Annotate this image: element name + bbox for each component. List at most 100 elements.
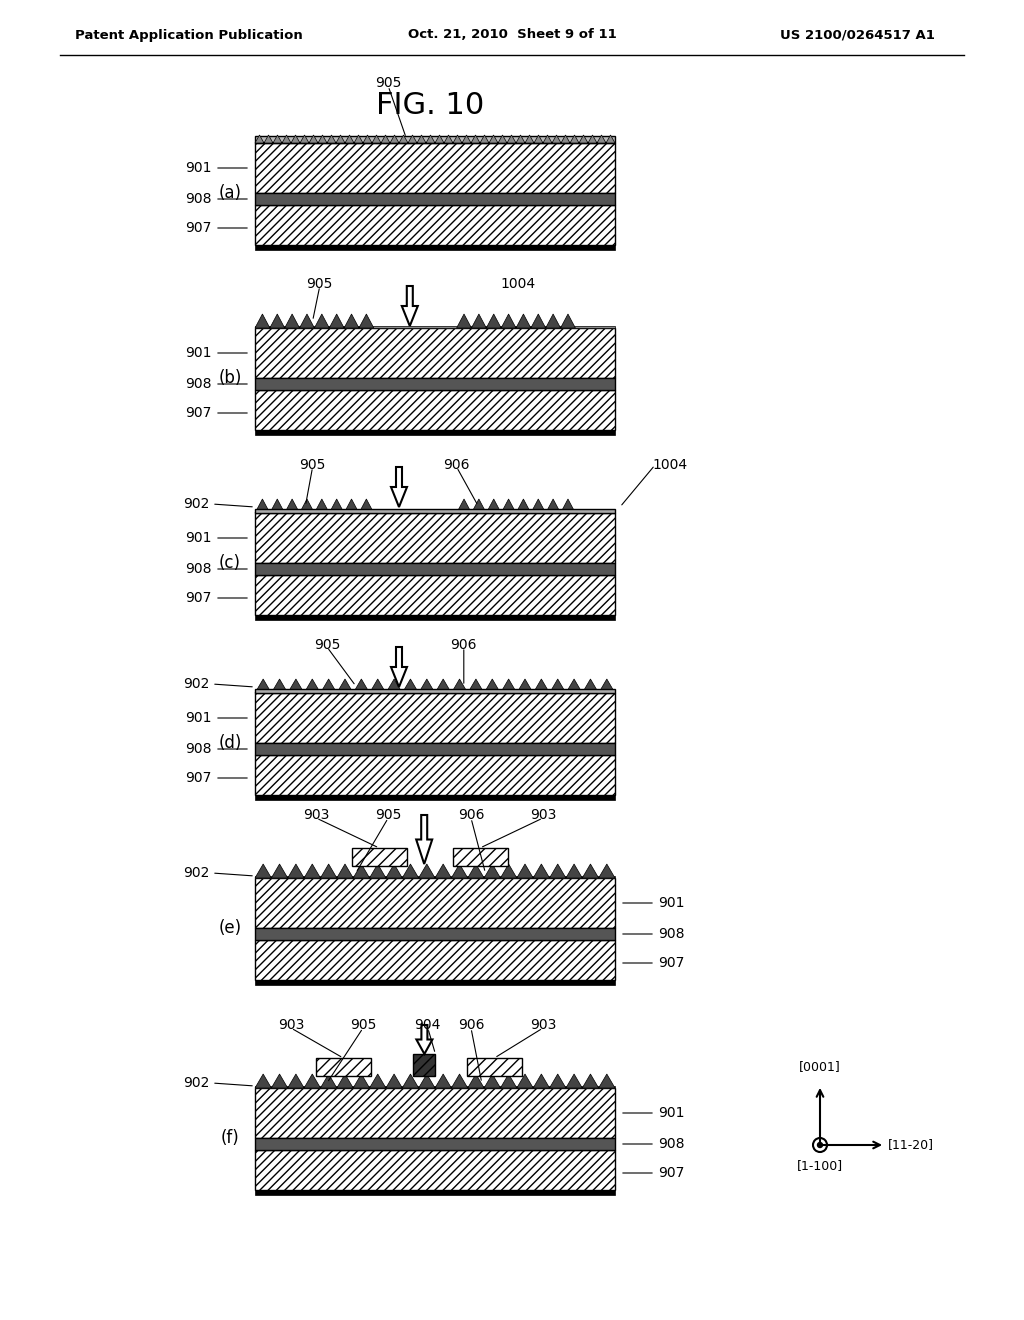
Text: 902: 902 (183, 1076, 210, 1090)
Bar (255, 979, 615, 985)
Polygon shape (391, 467, 407, 507)
Text: 903: 903 (529, 808, 556, 822)
Bar (255, 693, 615, 743)
Text: 906: 906 (451, 638, 477, 652)
Polygon shape (457, 499, 575, 513)
Polygon shape (401, 286, 418, 326)
Bar (255, 389, 615, 430)
Bar (255, 1150, 615, 1191)
Text: (d): (d) (218, 734, 242, 752)
Text: 901: 901 (185, 711, 212, 725)
Text: 902: 902 (183, 498, 210, 511)
Bar (255, 205, 615, 246)
Polygon shape (417, 1026, 432, 1053)
Bar (414, 1053, 435, 1076)
Text: 908: 908 (658, 927, 684, 941)
Text: 1004: 1004 (652, 458, 687, 473)
Text: 907: 907 (658, 956, 684, 970)
Text: 901: 901 (185, 346, 212, 360)
Bar (316, 1059, 371, 1076)
Bar (255, 378, 615, 389)
Text: 908: 908 (185, 191, 212, 206)
Bar (255, 1086, 615, 1088)
Text: 907: 907 (185, 220, 212, 235)
Polygon shape (255, 865, 615, 878)
Text: Oct. 21, 2010  Sheet 9 of 11: Oct. 21, 2010 Sheet 9 of 11 (408, 29, 616, 41)
Text: (e): (e) (218, 919, 242, 937)
Bar (467, 1059, 522, 1076)
Text: 904: 904 (415, 1018, 441, 1032)
Text: 905: 905 (375, 808, 401, 822)
Text: [1-100]: [1-100] (797, 1159, 843, 1172)
Bar (255, 689, 615, 693)
Bar (255, 743, 615, 755)
Text: (b): (b) (218, 370, 242, 387)
Text: [11-20]: [11-20] (888, 1138, 934, 1151)
Text: 1004: 1004 (501, 277, 536, 290)
Text: [0001]: [0001] (799, 1060, 841, 1073)
Polygon shape (255, 678, 615, 693)
Text: (c): (c) (219, 554, 241, 572)
Polygon shape (457, 314, 575, 327)
Text: 905: 905 (306, 277, 333, 290)
Bar (255, 1191, 615, 1195)
Text: 906: 906 (458, 1018, 484, 1032)
Bar (255, 246, 615, 249)
Text: 908: 908 (185, 378, 212, 391)
Text: Patent Application Publication: Patent Application Publication (75, 29, 303, 41)
Bar (255, 615, 615, 620)
Text: 907: 907 (185, 771, 212, 785)
Polygon shape (391, 647, 407, 686)
Bar (255, 510, 615, 513)
Text: 901: 901 (185, 161, 212, 176)
Bar (255, 193, 615, 205)
Bar (255, 876, 615, 878)
Bar (255, 430, 615, 436)
Text: 901: 901 (185, 531, 212, 545)
Bar (255, 327, 615, 378)
Text: (a): (a) (218, 183, 242, 202)
Bar (453, 847, 508, 866)
Text: 908: 908 (185, 742, 212, 756)
Text: 902: 902 (183, 866, 210, 880)
Text: 908: 908 (185, 562, 212, 576)
Text: 905: 905 (313, 638, 340, 652)
Polygon shape (416, 814, 432, 865)
Text: 905: 905 (350, 1018, 376, 1032)
Bar (352, 847, 408, 866)
Text: 907: 907 (185, 591, 212, 605)
Bar (255, 576, 615, 615)
Text: 903: 903 (303, 808, 330, 822)
Text: US 2100/0264517 A1: US 2100/0264517 A1 (780, 29, 935, 41)
Text: FIG. 10: FIG. 10 (376, 91, 484, 120)
Circle shape (817, 1143, 822, 1147)
Text: 902: 902 (183, 677, 210, 690)
Bar (255, 928, 615, 940)
Text: 901: 901 (658, 896, 684, 909)
Bar (255, 326, 615, 327)
Text: 907: 907 (185, 407, 212, 420)
Bar (255, 755, 615, 795)
Bar (255, 878, 615, 928)
Bar (255, 143, 615, 193)
Polygon shape (255, 314, 374, 327)
Text: 906: 906 (443, 458, 470, 473)
Text: 905: 905 (299, 458, 326, 473)
Text: 903: 903 (278, 1018, 304, 1032)
Bar (255, 795, 615, 800)
Bar (255, 940, 615, 979)
Text: 901: 901 (658, 1106, 684, 1119)
Text: 908: 908 (658, 1137, 684, 1151)
Text: 905: 905 (375, 77, 401, 90)
Bar (255, 136, 615, 143)
Bar (255, 1088, 615, 1138)
Polygon shape (255, 499, 374, 513)
Polygon shape (255, 135, 615, 143)
Bar (255, 513, 615, 564)
Text: (f): (f) (220, 1129, 240, 1147)
Bar (255, 1138, 615, 1150)
Text: 903: 903 (529, 1018, 556, 1032)
Polygon shape (255, 1074, 615, 1088)
Bar (255, 564, 615, 576)
Text: 906: 906 (458, 808, 484, 822)
